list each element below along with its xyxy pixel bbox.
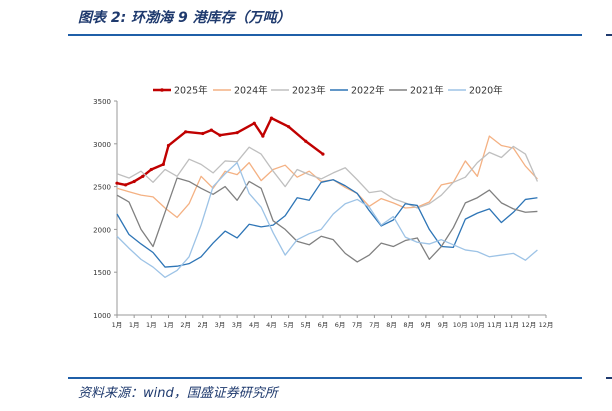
point-2025年 <box>166 143 171 148</box>
series-line-2021年 <box>116 177 538 263</box>
x-tick-label: 7月 <box>352 321 363 329</box>
point-2025年 <box>287 125 291 129</box>
x-tick-label: 6月 <box>318 321 329 329</box>
point-2025年 <box>252 121 256 125</box>
y-tick-label: 1000 <box>93 312 111 320</box>
y-tick-label: 2000 <box>93 226 111 234</box>
x-tick-label: 8月 <box>403 321 414 329</box>
legend-marker-2025年 <box>160 88 164 92</box>
point-2025年 <box>149 167 153 172</box>
x-tick-label: 1月 <box>129 321 140 329</box>
edge-mark-bottom <box>606 377 612 379</box>
point-2025年 <box>235 131 239 135</box>
point-2025年 <box>304 139 308 143</box>
x-tick-label: 3月 <box>215 321 226 329</box>
point-2025年 <box>115 181 119 185</box>
axes: 1000 1500 2000 2500 3000 3500 1月 1月 1月 1月 2月 2月 3月 3月… <box>93 98 553 329</box>
top-divider <box>68 34 582 36</box>
x-tick-label: 1月 <box>163 321 174 329</box>
bottom-divider <box>68 377 582 379</box>
edge-mark-top <box>606 34 612 36</box>
legend-label-2020年: 2020年 <box>469 85 503 97</box>
x-tick-label: 1月 <box>112 321 123 329</box>
x-tick-label: 2月 <box>197 321 208 329</box>
series-line-2025年 <box>116 116 324 187</box>
y-tick-label: 3500 <box>93 98 111 106</box>
series-line-2022年 <box>116 179 538 268</box>
legend-label-2025年: 2025年 <box>174 85 208 97</box>
x-tick-label: 8月 <box>386 321 397 329</box>
point-2025年 <box>161 162 165 166</box>
series-lines <box>115 116 539 278</box>
x-tick-label: 12月 <box>539 321 554 329</box>
series-line-2020年 <box>116 161 538 278</box>
x-tick-label: 12月 <box>521 321 536 329</box>
x-tick-label: 4月 <box>266 321 277 329</box>
legend-label-2021年: 2021年 <box>410 85 444 97</box>
x-tick-label: 11月 <box>504 321 519 329</box>
x-tick-label: 1月 <box>146 321 157 329</box>
x-tick-label: 4月 <box>249 321 260 329</box>
point-2025年 <box>321 152 325 156</box>
point-2025年 <box>209 128 213 132</box>
point-2025年 <box>132 179 136 184</box>
point-2025年 <box>123 183 128 187</box>
point-2025年 <box>184 130 188 134</box>
legend-label-2023年: 2023年 <box>292 85 326 97</box>
x-tick-label: 10月 <box>470 321 485 329</box>
y-tick-label: 3000 <box>93 141 111 149</box>
x-tick-label: 9月 <box>421 321 432 329</box>
x-tick-label: 5月 <box>300 321 311 329</box>
legend-label-2024年: 2024年 <box>234 85 268 97</box>
x-tick-label: 10月 <box>453 321 468 329</box>
x-tick-label: 7月 <box>369 321 380 329</box>
x-tick-label: 9月 <box>438 321 449 329</box>
point-2025年 <box>201 131 205 136</box>
x-tick-label: 3月 <box>232 321 243 329</box>
legend-label-2022年: 2022年 <box>351 85 385 97</box>
point-2025年 <box>269 116 274 120</box>
point-2025年 <box>141 174 145 178</box>
chart-title: 图表 2: 环渤海 9 港库存（万吨） <box>78 10 291 26</box>
x-tick-label: 2月 <box>180 321 191 329</box>
series-line-2023年 <box>116 145 539 209</box>
y-tick-label: 2500 <box>93 184 111 192</box>
y-tick-label: 1500 <box>93 269 111 277</box>
point-2025年 <box>218 133 222 137</box>
source-note: 资料来源：wind，国盛证券研究所 <box>78 386 278 401</box>
legend: 2025年 2024年 2023年 2022年 2021年 2020年 <box>153 85 503 97</box>
point-2025年 <box>261 134 265 138</box>
series-line-2024年 <box>116 135 538 219</box>
x-tick-label: 5月 <box>283 321 294 329</box>
x-tick-label: 11月 <box>487 321 502 329</box>
x-tick-label: 6月 <box>335 321 346 329</box>
